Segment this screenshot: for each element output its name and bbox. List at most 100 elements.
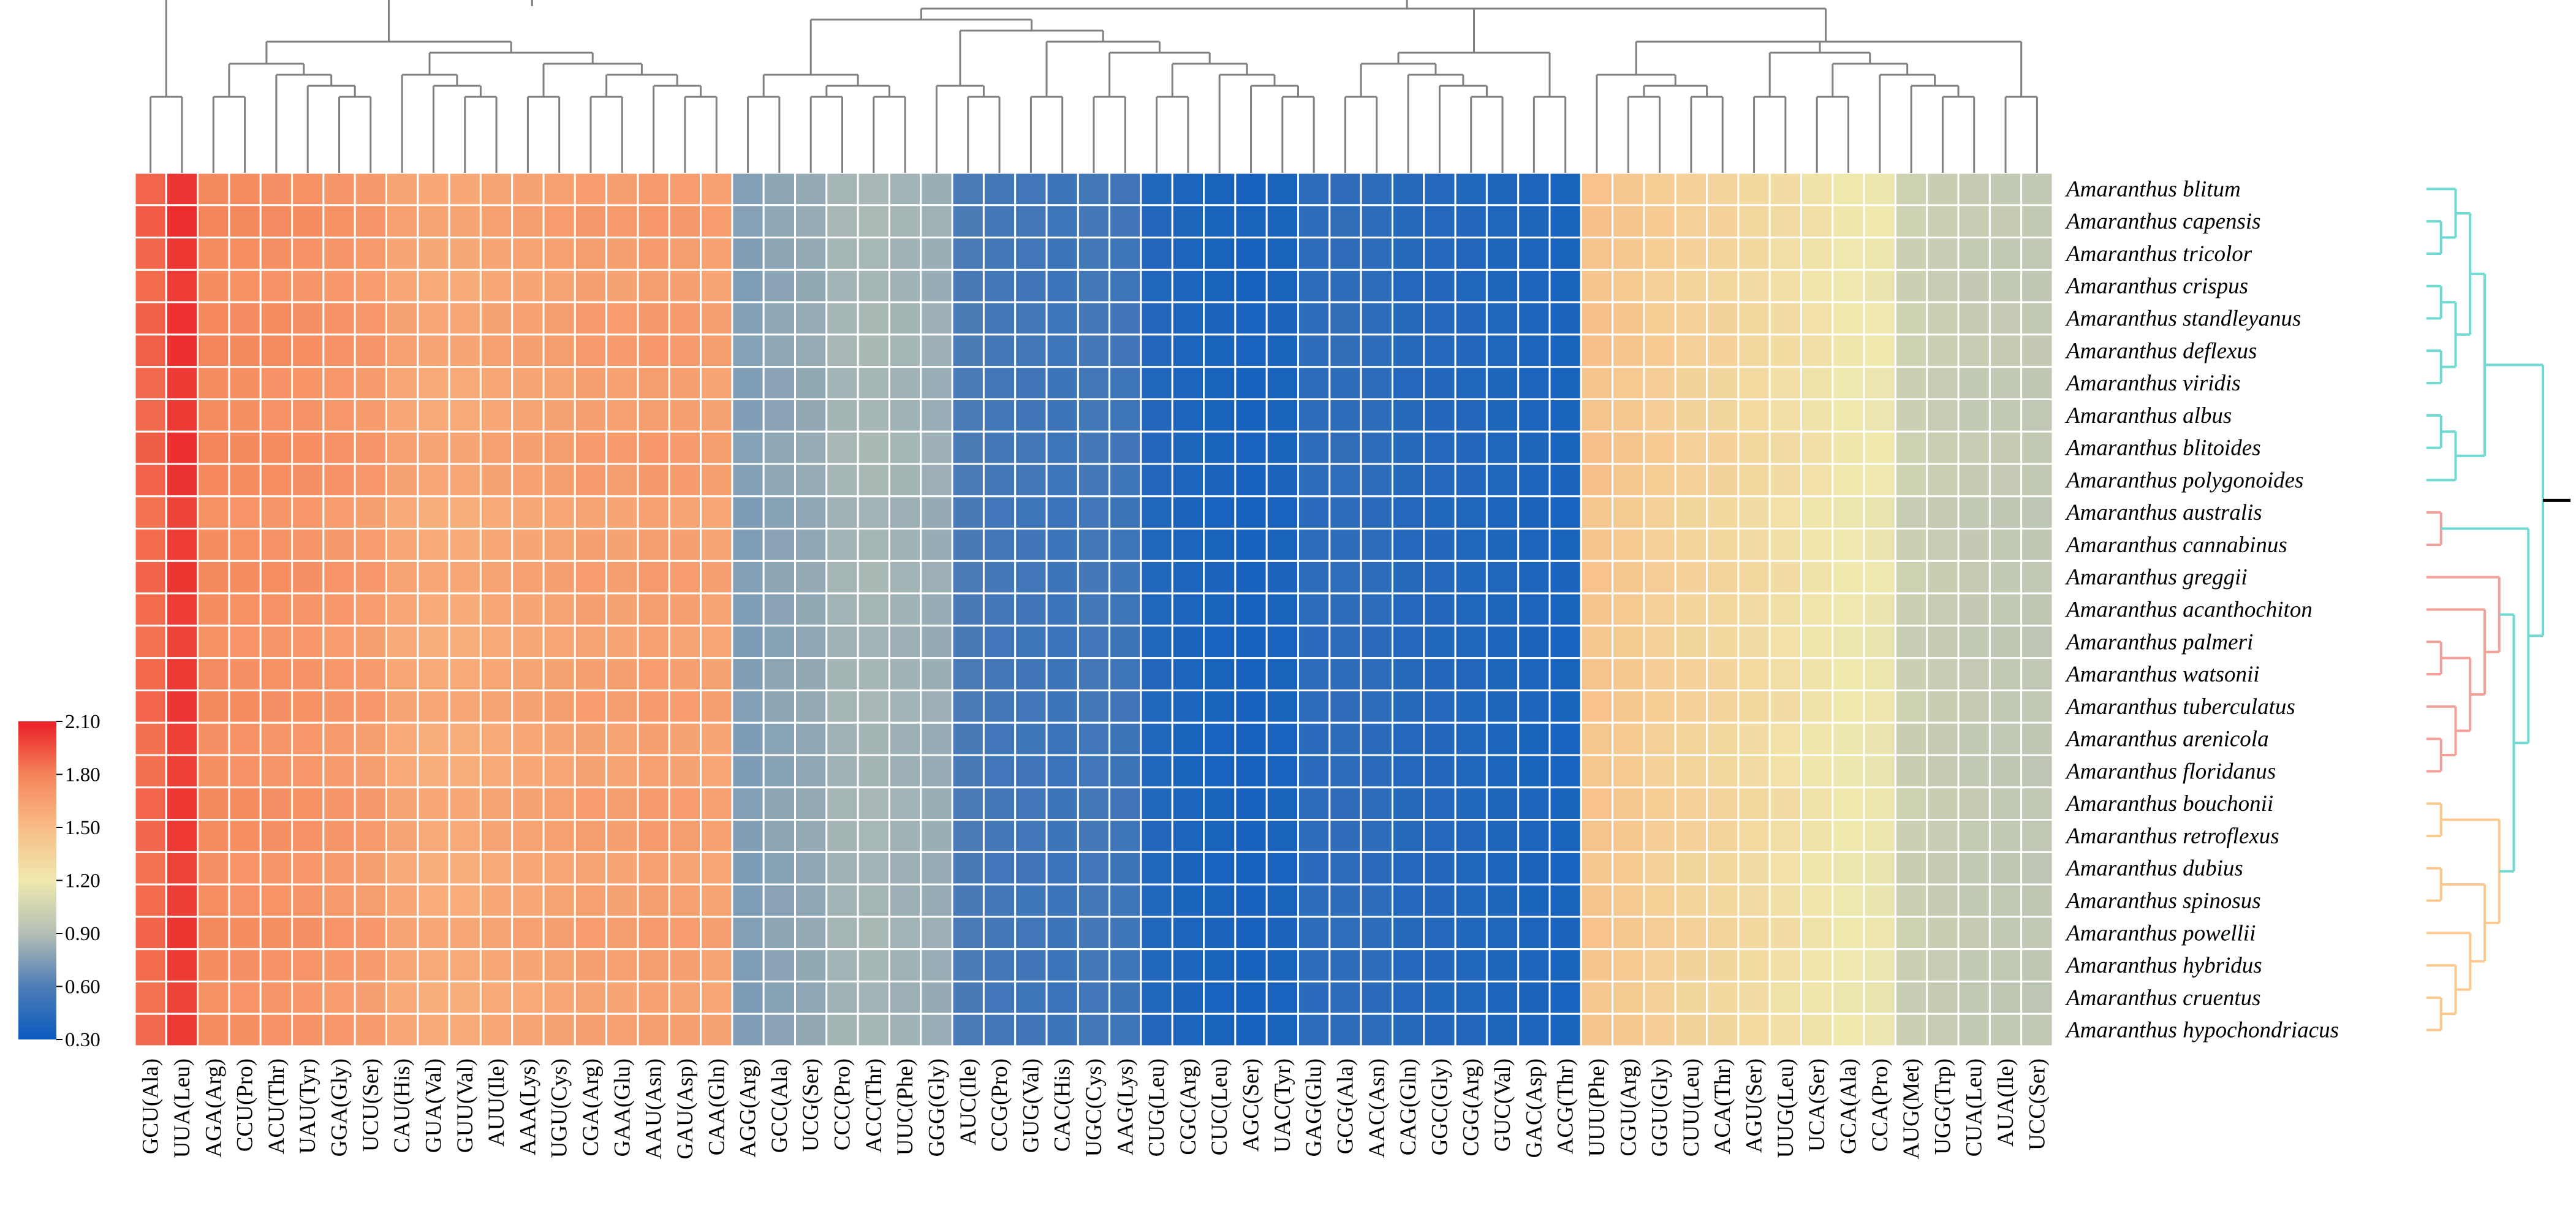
heatmap-cell [1580, 528, 1614, 562]
heatmap-cell [700, 883, 733, 918]
heatmap-cell [385, 301, 419, 336]
heatmap-cell [574, 883, 608, 918]
heatmap-cell [637, 301, 670, 336]
heatmap-cell [794, 333, 828, 368]
heatmap-cell [134, 883, 167, 918]
heatmap-cell [1580, 916, 1614, 951]
heatmap-cell [1328, 333, 1362, 368]
heatmap-cell [1234, 948, 1268, 982]
heatmap-cell [605, 333, 639, 368]
heatmap-cell [197, 657, 230, 691]
heatmap-cell [1548, 916, 1582, 951]
heatmap-cell [385, 721, 419, 756]
heatmap-cell [1171, 883, 1205, 918]
heatmap-cell [1328, 430, 1362, 465]
heatmap-cell [1485, 237, 1520, 271]
heatmap-cell [982, 689, 1017, 724]
heatmap-cell [1580, 463, 1614, 498]
heatmap-cell [1517, 301, 1551, 336]
heatmap-cell [857, 528, 890, 562]
heatmap-cell [228, 560, 262, 595]
row-label: Amaranthus cruentus [2064, 986, 2261, 1011]
column-label: AAC(Asn) [1365, 1058, 1390, 1158]
heatmap-cell [134, 301, 167, 336]
heatmap-cell [574, 398, 608, 433]
heatmap-cell [668, 560, 702, 595]
heatmap-cell [794, 689, 828, 724]
column-label: GCU(Ala) [138, 1058, 164, 1154]
heatmap-cell [920, 1012, 953, 1047]
heatmap-cell [1171, 916, 1205, 951]
heatmap-cell [1360, 268, 1393, 303]
heatmap-cell [1454, 398, 1488, 433]
heatmap-cell [511, 528, 545, 562]
heatmap-cell [1612, 689, 1645, 724]
heatmap-cell [354, 657, 387, 691]
heatmap-cell [1926, 495, 1960, 530]
heatmap-cell [1360, 657, 1393, 691]
heatmap-cell [762, 1012, 797, 1047]
heatmap-cell [291, 528, 325, 562]
heatmap-cell [511, 948, 545, 982]
heatmap-cell [700, 495, 733, 530]
heatmap-cell [1832, 398, 1865, 433]
heatmap-cell [762, 204, 797, 239]
heatmap-cell [417, 366, 450, 400]
heatmap-cell [1706, 560, 1740, 595]
heatmap-cell [1988, 560, 2023, 595]
heatmap-cell [291, 301, 325, 336]
heatmap-cell [1485, 398, 1520, 433]
heatmap-cell [1328, 916, 1362, 951]
heatmap-cell [511, 398, 545, 433]
heatmap-cell [605, 657, 639, 691]
heatmap-cell [228, 980, 262, 1015]
heatmap-cell [1894, 689, 1928, 724]
heatmap-cell [1674, 495, 1708, 530]
heatmap-cell [1234, 398, 1268, 433]
heatmap-cell [1328, 528, 1362, 562]
heatmap-cell [605, 1012, 639, 1047]
heatmap-cell [762, 625, 797, 659]
heatmap-cell [951, 851, 985, 886]
heatmap-cell [1643, 819, 1676, 853]
heatmap-cell [511, 495, 545, 530]
heatmap-cell [857, 625, 890, 659]
heatmap-cell [1926, 366, 1960, 400]
heatmap-cell [1548, 592, 1582, 627]
heatmap-cell [857, 204, 890, 239]
heatmap-cell [511, 689, 545, 724]
heatmap-cell [228, 204, 262, 239]
heatmap-cell [1957, 172, 1991, 207]
heatmap-cell [982, 560, 1017, 595]
heatmap-cell [259, 786, 294, 821]
heatmap-cell [1391, 204, 1425, 239]
heatmap-cell [1517, 721, 1551, 756]
heatmap-cell [259, 754, 294, 789]
heatmap-cell [1140, 301, 1173, 336]
heatmap-cell [1108, 851, 1142, 886]
heatmap-cell [1014, 172, 1048, 207]
heatmap-cell [1265, 528, 1300, 562]
heatmap-cell [1234, 301, 1268, 336]
heatmap-cell [920, 528, 953, 562]
heatmap-cell [1360, 625, 1393, 659]
heatmap-cell [1014, 528, 1048, 562]
heatmap-cell [668, 948, 702, 982]
heatmap-cell [1957, 851, 1991, 886]
heatmap-cell [920, 916, 953, 951]
heatmap-cell [165, 528, 199, 562]
heatmap-cell [1737, 398, 1771, 433]
heatmap-cell [511, 819, 545, 853]
heatmap-cell [637, 916, 670, 951]
heatmap-cell [1768, 237, 1803, 271]
heatmap-cell [291, 1012, 325, 1047]
row-label: Amaranthus standleyanus [2064, 306, 2301, 332]
heatmap-cell [1737, 237, 1771, 271]
heatmap-cell [1706, 980, 1740, 1015]
row-label: Amaranthus greggii [2064, 565, 2248, 590]
heatmap-cell [1297, 237, 1331, 271]
heatmap-cell [165, 398, 199, 433]
heatmap-cell [762, 430, 797, 465]
heatmap-cell [448, 980, 482, 1015]
